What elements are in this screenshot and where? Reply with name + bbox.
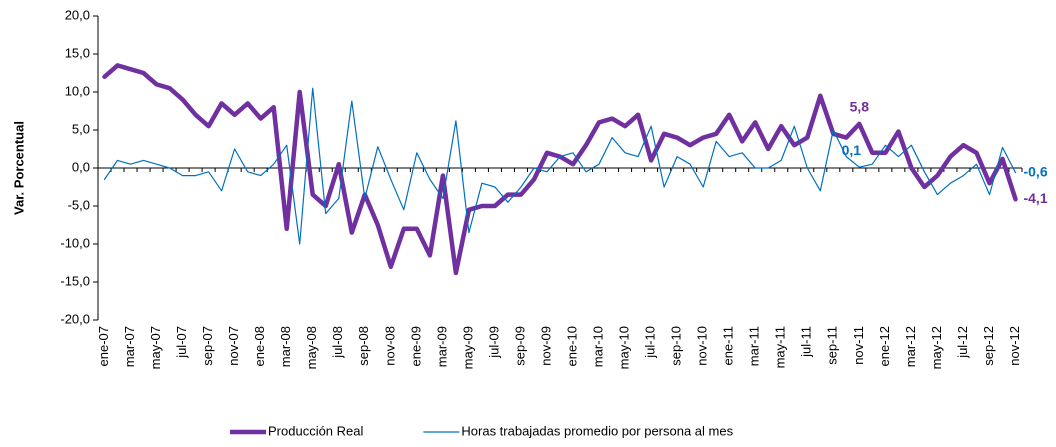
x-tick-label: may-07 — [148, 326, 163, 369]
y-tick-label: -15,0 — [60, 273, 90, 288]
x-tick-label: may-12 — [929, 326, 944, 369]
y-tick-label: 0,0 — [72, 159, 90, 174]
x-tick-label: mar-12 — [903, 326, 918, 367]
value-label: -4,1 — [1023, 190, 1047, 206]
y-tick-label: -10,0 — [60, 235, 90, 250]
y-tick-label: 15,0 — [65, 45, 90, 60]
x-tick-label: mar-11 — [747, 326, 762, 366]
x-tick-label: may-10 — [617, 326, 632, 369]
x-tick-label: sep-08 — [356, 326, 371, 366]
x-tick-label: ene-10 — [564, 326, 579, 366]
x-tick-label: nov-10 — [695, 326, 710, 366]
series-line — [103, 87, 1017, 245]
x-tick-label: nov-11 — [851, 326, 866, 365]
y-axis-label: Var. Porcentual — [11, 121, 26, 215]
x-tick-label: may-08 — [304, 326, 319, 369]
x-tick-label: mar-10 — [590, 326, 605, 367]
x-tick-label: jul-11 — [799, 326, 814, 358]
y-tick-label: 5,0 — [72, 121, 90, 136]
x-tick-label: sep-12 — [981, 326, 996, 366]
x-tick-label: may-09 — [460, 326, 475, 369]
x-tick-label: sep-11 — [825, 326, 840, 365]
x-tick-label: nov-07 — [226, 326, 241, 366]
y-tick-label: 20,0 — [65, 7, 90, 22]
x-tick-label: ene-09 — [408, 326, 423, 366]
y-tick-label: 10,0 — [65, 83, 90, 98]
x-tick-label: jul-09 — [486, 326, 501, 359]
value-label: -0,6 — [1023, 163, 1047, 179]
x-tick-label: may-11 — [773, 326, 788, 368]
x-tick-label: ene-12 — [877, 326, 892, 366]
x-tick-label: nov-09 — [538, 326, 553, 366]
y-tick-label: -5,0 — [68, 197, 90, 212]
x-tick-label: jul-08 — [330, 326, 345, 359]
x-tick-label: mar-08 — [278, 326, 293, 367]
x-tick-label: jul-10 — [643, 326, 658, 359]
x-tick-label: ene-08 — [252, 326, 267, 366]
x-tick-label: jul-12 — [955, 326, 970, 359]
x-tick-label: sep-09 — [512, 326, 527, 366]
x-tick-label: mar-07 — [122, 326, 137, 367]
legend-label: Producción Real — [268, 423, 363, 438]
x-tick-label: mar-09 — [434, 326, 449, 367]
value-label: 0,1 — [842, 142, 862, 158]
y-tick-label: -20,0 — [60, 311, 90, 326]
value-label: 5,8 — [850, 99, 870, 115]
x-tick-label: sep-10 — [669, 326, 684, 366]
x-tick-label: nov-08 — [382, 326, 397, 366]
x-tick-label: nov-12 — [1007, 326, 1022, 366]
x-tick-label: sep-07 — [200, 326, 215, 366]
legend-label: Horas trabajadas promedio por persona al… — [461, 423, 733, 438]
x-tick-label: ene-07 — [96, 326, 111, 366]
x-tick-label: jul-07 — [174, 326, 189, 359]
x-tick-label: ene-11 — [721, 326, 736, 366]
